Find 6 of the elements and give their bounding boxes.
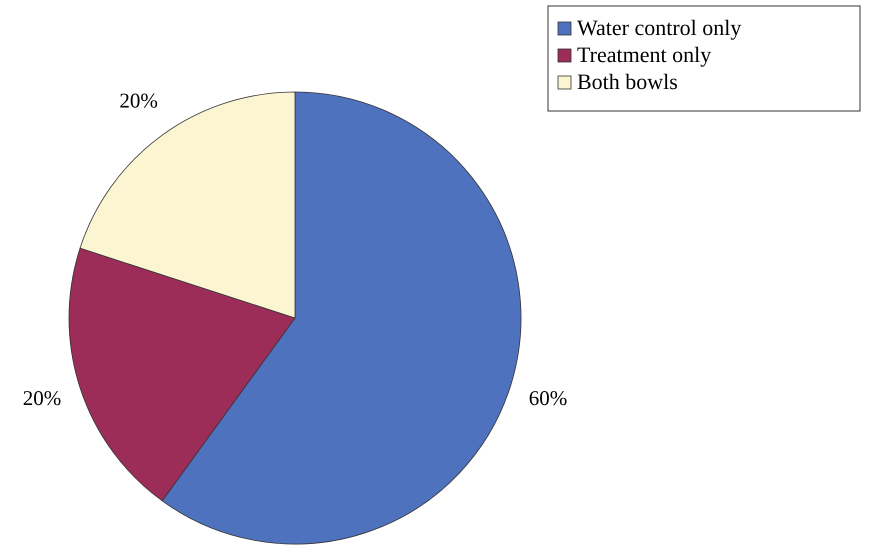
legend-label: Treatment only <box>577 42 712 67</box>
legend-label: Water control only <box>577 15 742 40</box>
data-label: 20% <box>22 386 62 410</box>
data-label: 60% <box>528 386 568 410</box>
data-label: 20% <box>119 88 158 113</box>
legend-label: Both bowls <box>577 69 678 94</box>
